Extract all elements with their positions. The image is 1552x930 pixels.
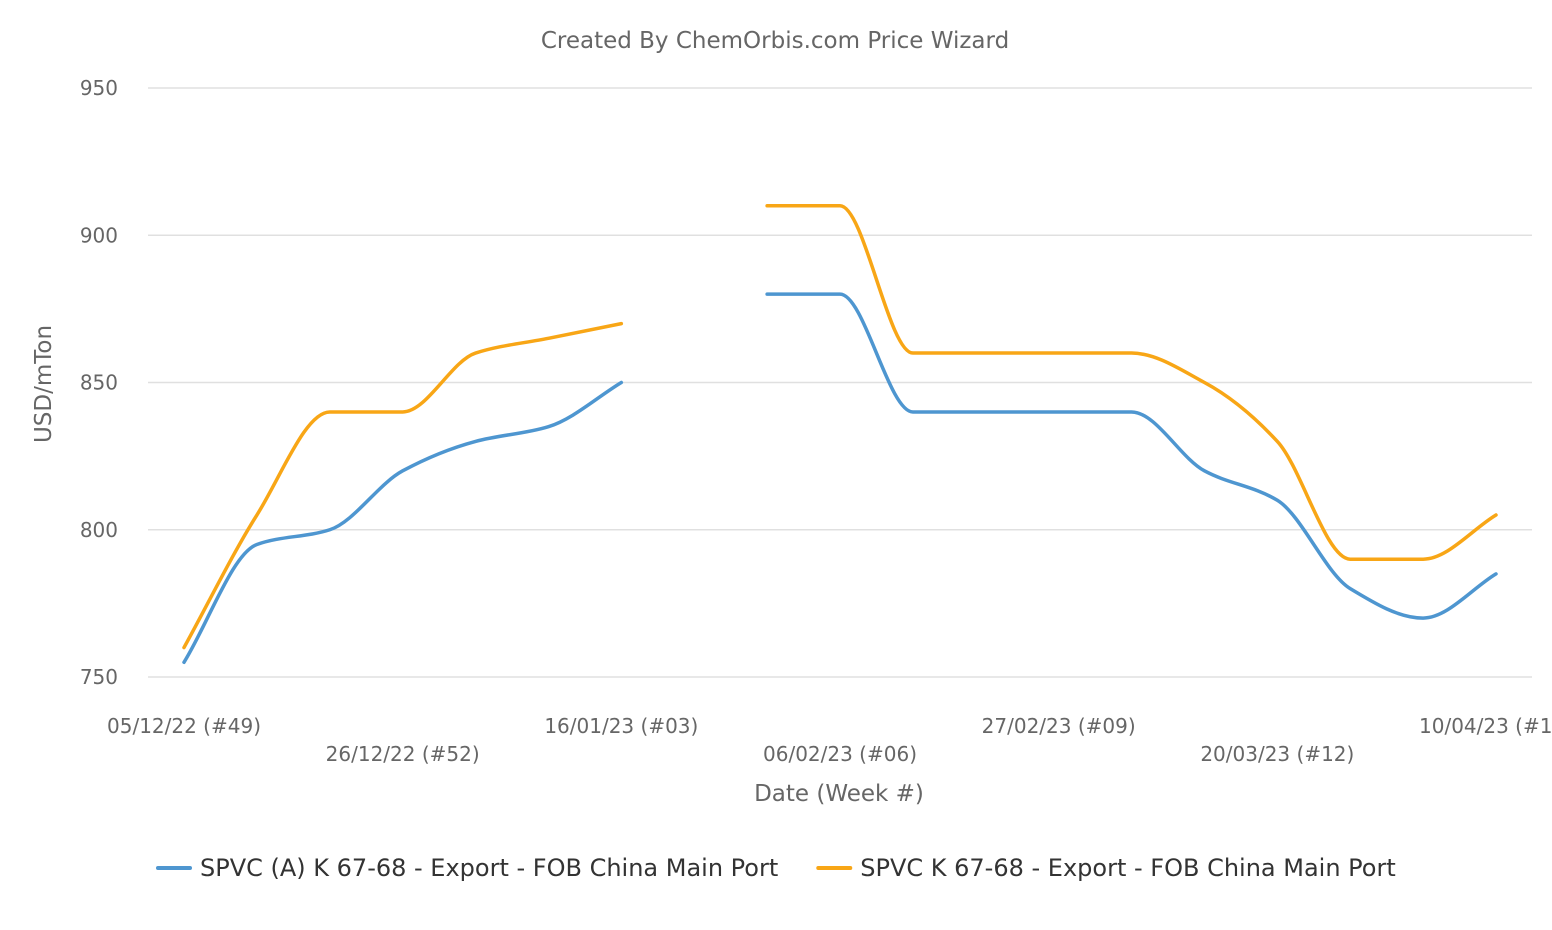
series-1-line-segment-2 <box>765 292 1498 620</box>
series-lines <box>182 204 1498 665</box>
x-tick-label: 16/01/23 (#03) <box>544 714 698 738</box>
series-1-line-segment-1 <box>182 380 624 665</box>
x-axis-title: Date (Week #) <box>754 781 924 807</box>
x-tick-label: 10/04/23 (#15) <box>1419 714 1552 738</box>
y-tick-label: 750 <box>80 665 118 689</box>
x-tick-label: 26/12/22 (#52) <box>326 742 480 766</box>
legend: SPVC (A) K 67-68 - Export - FOB China Ma… <box>156 854 1396 882</box>
y-tick-label: 800 <box>80 518 118 542</box>
x-axis-ticks: 05/12/22 (#49) 26/12/22 (#52) 16/01/23 (#0… <box>107 714 1552 766</box>
x-tick-label: 27/02/23 (#09) <box>982 714 1136 738</box>
y-tick-label: 850 <box>80 371 118 395</box>
x-tick-label: 05/12/22 (#49) <box>107 714 261 738</box>
chart-title: Created By ChemOrbis.com Price Wizard <box>541 28 1009 54</box>
y-tick-label: 900 <box>80 223 118 247</box>
legend-item-label: SPVC (A) K 67-68 - Export - FOB China Ma… <box>200 854 778 882</box>
y-axis-title: USD/mTon <box>31 325 57 443</box>
y-tick-label: 950 <box>80 76 118 100</box>
x-tick-label: 20/03/23 (#12) <box>1200 742 1354 766</box>
legend-item-label: SPVC K 67-68 - Export - FOB China Main P… <box>860 854 1396 882</box>
series-2-line-segment-2 <box>765 204 1498 561</box>
series-2-line-segment-1 <box>182 321 624 650</box>
x-tick-label: 06/02/23 (#06) <box>763 742 917 766</box>
y-axis-ticks: 750 800 850 900 950 <box>80 76 118 689</box>
gridlines <box>148 87 1532 678</box>
